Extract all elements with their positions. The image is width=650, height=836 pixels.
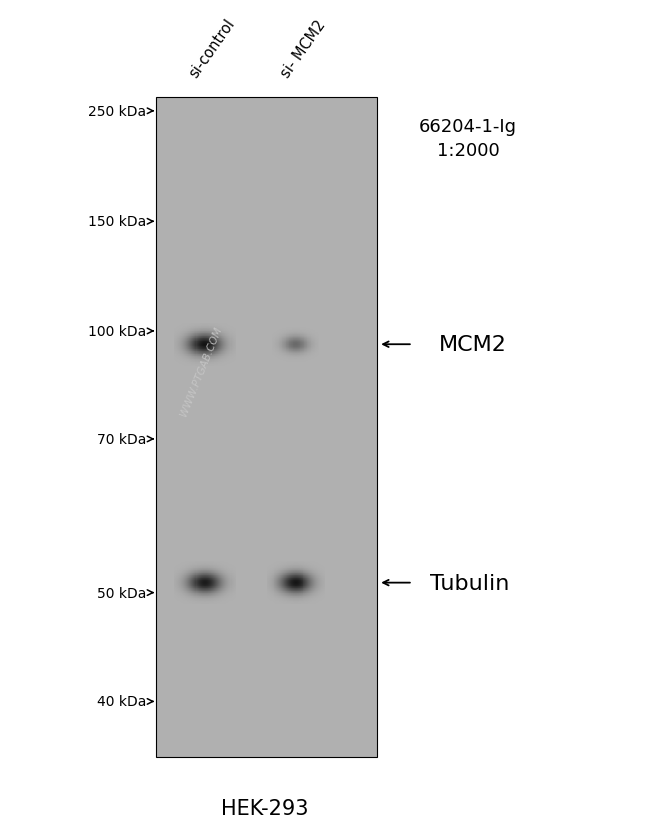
Text: 70 kDa: 70 kDa bbox=[97, 432, 146, 446]
Text: 100 kDa: 100 kDa bbox=[88, 324, 146, 339]
Text: HEK-293: HEK-293 bbox=[222, 798, 309, 818]
Text: 66204-1-Ig
1:2000: 66204-1-Ig 1:2000 bbox=[419, 118, 517, 160]
Text: WWW.PTGAB.COM: WWW.PTGAB.COM bbox=[179, 325, 224, 417]
Bar bbox=[156, 98, 377, 757]
Text: 250 kDa: 250 kDa bbox=[88, 104, 146, 119]
Text: si-control: si-control bbox=[186, 17, 237, 81]
Text: MCM2: MCM2 bbox=[439, 335, 506, 354]
Text: 150 kDa: 150 kDa bbox=[88, 215, 146, 229]
Text: 40 kDa: 40 kDa bbox=[97, 695, 146, 709]
Text: si- MCM2: si- MCM2 bbox=[278, 18, 329, 81]
Text: 50 kDa: 50 kDa bbox=[97, 586, 146, 600]
Text: Tubulin: Tubulin bbox=[430, 573, 510, 593]
